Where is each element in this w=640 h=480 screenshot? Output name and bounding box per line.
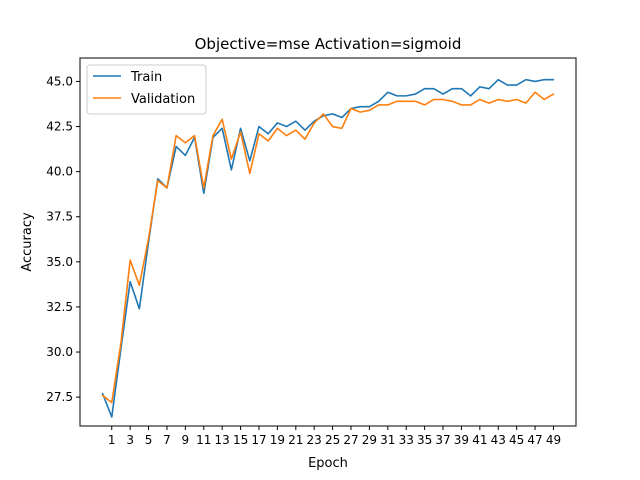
series-layer <box>101 78 555 418</box>
series-line-validation <box>101 91 555 404</box>
y-tick-label: 45.0 <box>46 74 73 88</box>
legend-label-validation: Validation <box>131 92 195 107</box>
series-line-train <box>101 78 555 418</box>
x-tick-label: 5 <box>145 433 153 447</box>
x-tick-label: 41 <box>472 433 487 447</box>
x-tick-label: 29 <box>362 433 377 447</box>
x-tick-label: 7 <box>163 433 171 447</box>
y-tick-label: 32.5 <box>46 300 73 314</box>
x-tick-label: 9 <box>182 433 190 447</box>
y-tick-label: 40.0 <box>46 165 73 179</box>
plot-frame <box>79 57 577 427</box>
x-tick-label: 47 <box>527 433 542 447</box>
x-tick-label: 35 <box>417 433 432 447</box>
x-tick-label: 27 <box>343 433 358 447</box>
x-tick-label: 39 <box>454 433 469 447</box>
x-tick-label: 23 <box>307 433 322 447</box>
legend-box <box>86 64 207 115</box>
x-tick-label: 17 <box>251 433 266 447</box>
y-tick-label: 35.0 <box>46 255 73 269</box>
y-axis: 27.5 30.0 32.5 35.0 37.5 40.0 42.5 45.0 <box>46 74 80 404</box>
chart-title: Objective=mse Activation=sigmoid <box>195 35 462 53</box>
y-tick-label: 27.5 <box>46 390 73 404</box>
x-tick-label: 49 <box>546 433 561 447</box>
y-tick-label: 37.5 <box>46 210 73 224</box>
x-tick-label: 45 <box>509 433 524 447</box>
y-tick-label: 42.5 <box>46 120 73 134</box>
legend-label-train: Train <box>130 70 162 85</box>
x-tick-label: 15 <box>233 433 248 447</box>
y-axis-label: Accuracy <box>20 212 35 272</box>
x-tick-label: 25 <box>325 433 340 447</box>
x-tick-label: 21 <box>288 433 303 447</box>
x-tick-label: 19 <box>270 433 285 447</box>
x-tick-label: 13 <box>215 433 230 447</box>
x-tick-label: 3 <box>126 433 134 447</box>
x-tick-label: 37 <box>435 433 450 447</box>
y-tick-label: 30.0 <box>46 345 73 359</box>
x-tick-label: 1 <box>108 433 116 447</box>
x-tick-label: 11 <box>196 433 211 447</box>
legend: Train Validation <box>86 64 207 115</box>
x-axis: 1 3 5 7 9 11 13 15 17 19 21 23 25 27 29 31 33 35 37 39 41 43 4… <box>108 426 561 447</box>
x-tick-label: 43 <box>491 433 506 447</box>
x-tick-label: 31 <box>380 433 395 447</box>
x-axis-label: Epoch <box>308 456 348 471</box>
x-tick-label: 33 <box>399 433 414 447</box>
